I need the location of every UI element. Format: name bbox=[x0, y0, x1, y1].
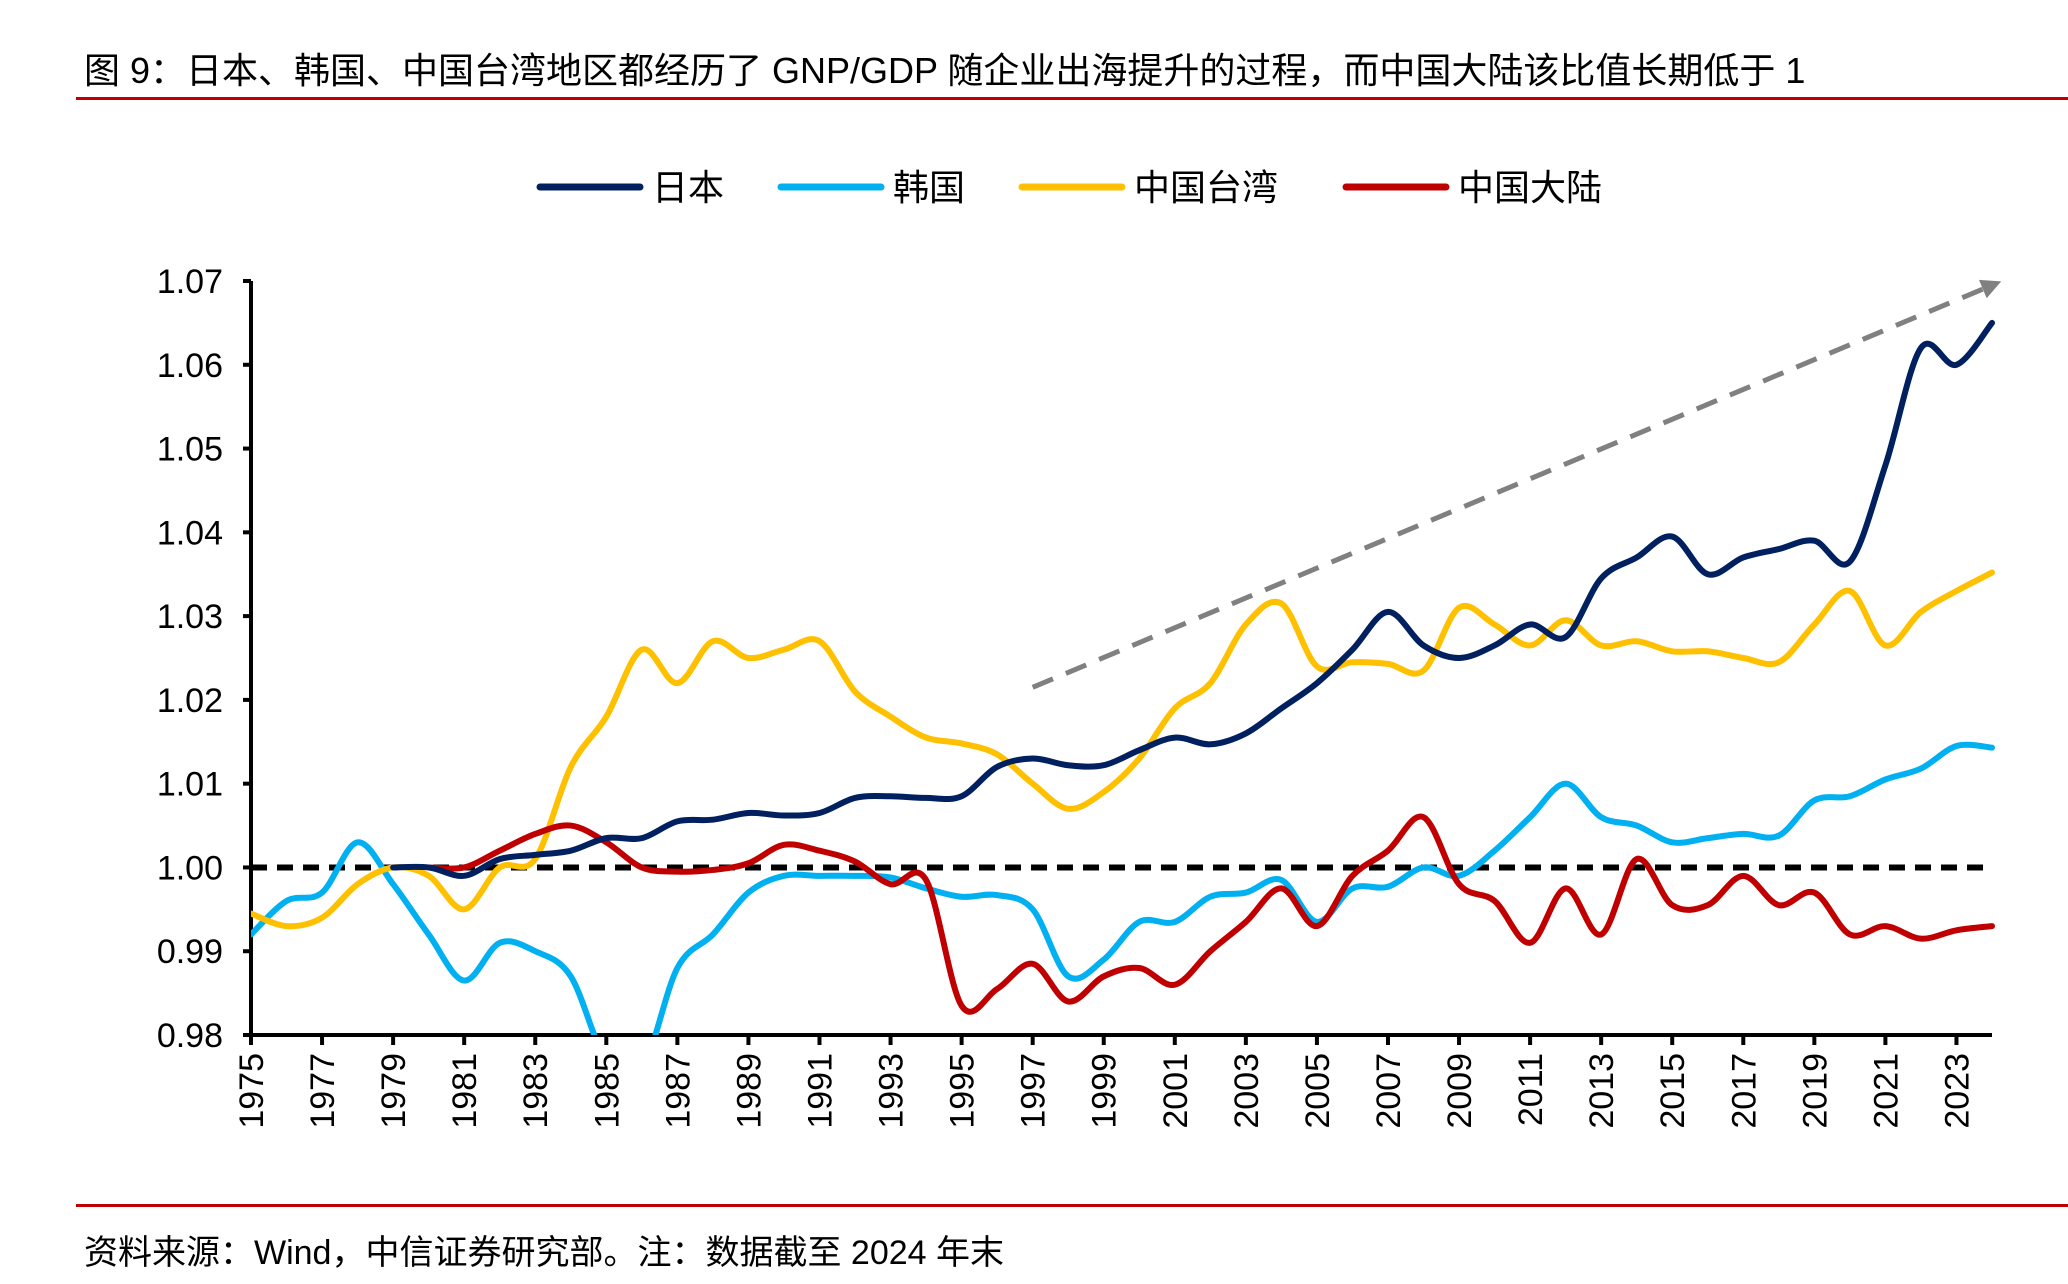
y-tick-label: 1.06 bbox=[157, 347, 223, 385]
footer-rule bbox=[76, 1204, 2068, 1207]
x-tick-label: 2005 bbox=[1299, 1053, 1337, 1129]
y-tick-label: 0.98 bbox=[157, 1017, 223, 1055]
y-tick-label: 1.00 bbox=[157, 849, 223, 887]
axes: 0.98 0.99 1.00 1.01 1.02 1.03 1.04 1.05 1.06 1.07… bbox=[157, 263, 2002, 1129]
x-tick-label: 2021 bbox=[1867, 1053, 1905, 1129]
x-tick-label: 1989 bbox=[730, 1053, 768, 1129]
y-tick-label: 0.99 bbox=[157, 933, 223, 971]
legend-item-2: 中国台湾 bbox=[1018, 168, 1278, 209]
legend-item-0: 日本 bbox=[536, 168, 724, 209]
y-tick-label: 1.03 bbox=[157, 598, 223, 636]
series-lines bbox=[251, 319, 1995, 1035]
x-tick-label: 2007 bbox=[1370, 1053, 1408, 1129]
y-tick-label: 1.04 bbox=[157, 514, 223, 552]
x-tick-label: 1983 bbox=[517, 1053, 555, 1129]
x-tick-label: 2011 bbox=[1512, 1053, 1550, 1126]
y-tick-label: 1.02 bbox=[157, 682, 223, 720]
x-tick-label: 1981 bbox=[446, 1053, 484, 1129]
x-tick-label: 1991 bbox=[801, 1053, 839, 1129]
x-tick-label: 2023 bbox=[1938, 1053, 1976, 1129]
x-tick-label: 1987 bbox=[659, 1053, 697, 1129]
legend-item-1: 韩国 bbox=[777, 168, 965, 209]
series-line-0 bbox=[390, 319, 1995, 879]
legend-item-3: 中国大陆 bbox=[1342, 168, 1602, 209]
series-line-1 bbox=[251, 741, 1995, 1035]
y-tick-label: 1.05 bbox=[157, 431, 223, 469]
trend-arrow bbox=[1031, 279, 2002, 690]
x-tick-label: 1999 bbox=[1086, 1053, 1124, 1129]
series-line-3 bbox=[425, 813, 1995, 1015]
x-tick-label: 1997 bbox=[1015, 1053, 1053, 1129]
x-tick-label: 2015 bbox=[1654, 1053, 1692, 1129]
legend-label: 中国大陆 bbox=[1458, 168, 1602, 209]
legend-label: 日本 bbox=[652, 168, 724, 209]
source-note: 资料来源：Wind，中信证券研究部。注：数据截至 2024 年末 bbox=[84, 1234, 1004, 1272]
y-tick-label: 1.01 bbox=[157, 766, 223, 804]
x-tick-label: 1975 bbox=[233, 1053, 271, 1129]
legend: 日本 韩国 中国台湾 中国大陆 bbox=[536, 168, 1602, 209]
x-tick-label: 2003 bbox=[1228, 1053, 1266, 1129]
x-tick-label: 1977 bbox=[304, 1053, 342, 1129]
x-tick-label: 2017 bbox=[1725, 1053, 1763, 1129]
legend-label: 韩国 bbox=[893, 168, 965, 209]
legend-label: 中国台湾 bbox=[1134, 168, 1278, 209]
x-tick-label: 2019 bbox=[1796, 1053, 1834, 1129]
x-tick-label: 2009 bbox=[1441, 1053, 1479, 1129]
x-tick-label: 2013 bbox=[1583, 1053, 1621, 1129]
x-tick-label: 1995 bbox=[944, 1053, 982, 1129]
series-line-2 bbox=[251, 569, 1995, 930]
x-tick-label: 1985 bbox=[588, 1053, 626, 1129]
x-tick-label: 1993 bbox=[873, 1053, 911, 1129]
title-rule bbox=[76, 97, 2068, 100]
x-tick-label: 2001 bbox=[1157, 1053, 1195, 1129]
y-tick-label: 1.07 bbox=[157, 263, 223, 301]
x-tick-label: 1979 bbox=[375, 1053, 413, 1129]
figure-title: 图 9：日本、韩国、中国台湾地区都经历了 GNP/GDP 随企业出海提升的过程，… bbox=[84, 50, 1806, 91]
